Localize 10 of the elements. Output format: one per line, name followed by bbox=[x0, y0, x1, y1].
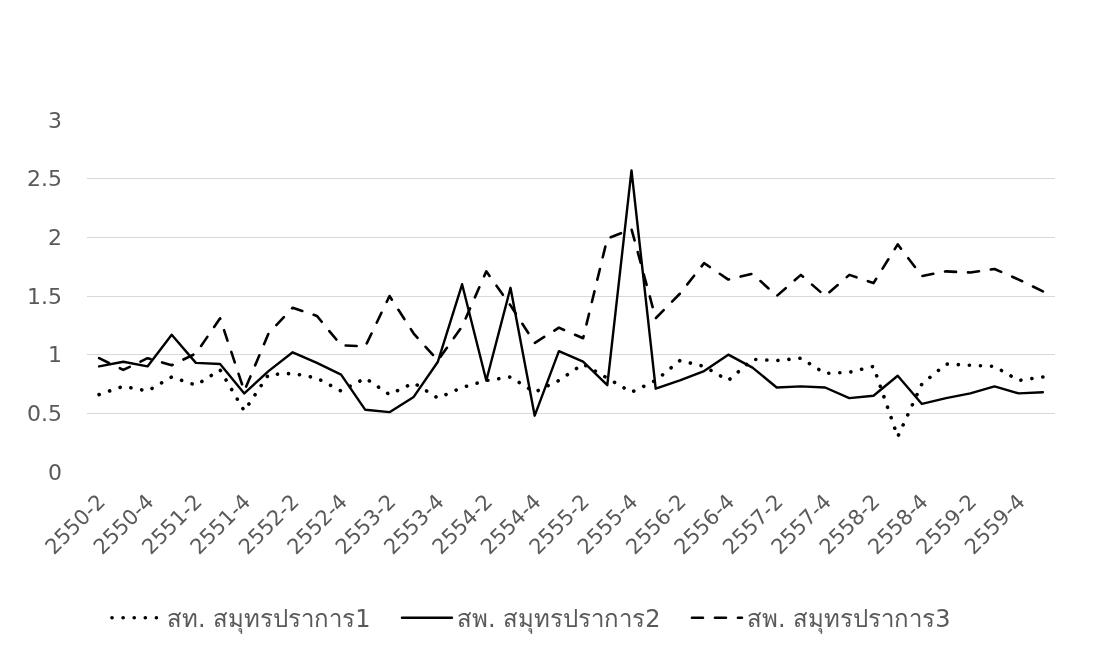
y-tick-label: 1.5 bbox=[27, 283, 62, 309]
y-tick-label: 0.5 bbox=[27, 401, 62, 427]
legend-label: สพ. สมุทรปราการ3 bbox=[746, 605, 951, 635]
y-tick-label: 3 bbox=[48, 107, 62, 133]
y-tick-label: 2.5 bbox=[27, 166, 62, 192]
legend-label: สพ. สมุทรปราการ2 bbox=[456, 605, 661, 635]
legend-label: สท. สมุทรปราการ1 bbox=[166, 605, 371, 635]
y-tick-label: 2 bbox=[48, 225, 62, 251]
y-tick-label: 1 bbox=[48, 342, 62, 368]
y-tick-label: 0 bbox=[48, 459, 62, 485]
